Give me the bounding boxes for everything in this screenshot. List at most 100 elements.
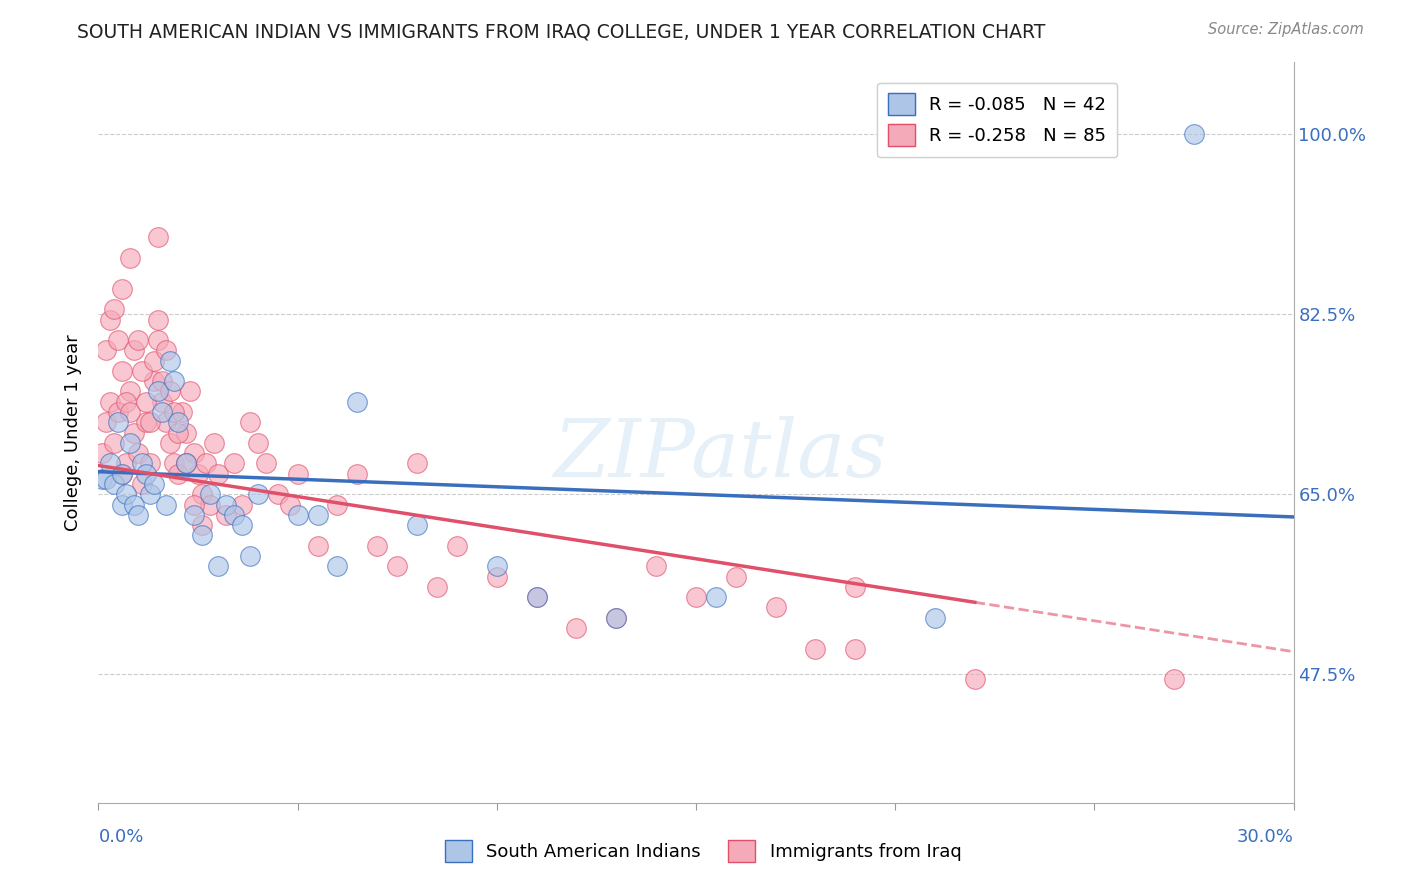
Point xyxy=(124,343,146,358)
Point xyxy=(765,600,787,615)
Point xyxy=(139,457,162,471)
Point xyxy=(183,446,205,460)
Point xyxy=(287,467,309,481)
Point xyxy=(267,487,290,501)
Point xyxy=(183,508,205,522)
Point xyxy=(107,333,129,347)
Point xyxy=(150,374,173,388)
Point xyxy=(143,353,166,368)
Point xyxy=(187,467,209,481)
Point xyxy=(111,282,134,296)
Point xyxy=(526,590,548,604)
Point xyxy=(215,508,238,522)
Point xyxy=(120,436,142,450)
Point xyxy=(246,487,269,501)
Point xyxy=(131,457,153,471)
Text: SOUTH AMERICAN INDIAN VS IMMIGRANTS FROM IRAQ COLLEGE, UNDER 1 YEAR CORRELATION : SOUTH AMERICAN INDIAN VS IMMIGRANTS FROM… xyxy=(77,22,1046,41)
Point xyxy=(239,549,262,563)
Point xyxy=(326,559,349,574)
Y-axis label: College, Under 1 year: College, Under 1 year xyxy=(63,334,82,531)
Point xyxy=(167,467,190,481)
Point xyxy=(1182,128,1205,142)
Point xyxy=(366,539,388,553)
Point xyxy=(143,477,166,491)
Point xyxy=(111,467,134,481)
Point xyxy=(120,384,142,399)
Point xyxy=(191,487,214,501)
Text: 30.0%: 30.0% xyxy=(1237,828,1294,846)
Point xyxy=(167,415,190,429)
Text: Source: ZipAtlas.com: Source: ZipAtlas.com xyxy=(1208,22,1364,37)
Point xyxy=(207,559,229,574)
Point xyxy=(924,610,946,624)
Point xyxy=(91,446,114,460)
Point xyxy=(191,528,214,542)
Point xyxy=(605,610,627,624)
Point xyxy=(115,457,138,471)
Point xyxy=(174,425,197,440)
Point xyxy=(91,472,114,486)
Point xyxy=(150,394,173,409)
Point xyxy=(139,487,162,501)
Point xyxy=(96,472,118,486)
Point xyxy=(202,436,225,450)
Point xyxy=(287,508,309,522)
Point xyxy=(198,487,221,501)
Point xyxy=(239,415,262,429)
Point xyxy=(485,559,508,574)
Point xyxy=(131,477,153,491)
Point xyxy=(222,508,245,522)
Point xyxy=(115,487,138,501)
Point xyxy=(111,364,134,378)
Point xyxy=(278,498,301,512)
Point xyxy=(406,457,429,471)
Point xyxy=(191,518,214,533)
Point xyxy=(183,498,205,512)
Point xyxy=(111,467,134,481)
Point xyxy=(127,333,149,347)
Point xyxy=(254,457,277,471)
Point xyxy=(645,559,668,574)
Point xyxy=(148,384,170,399)
Point xyxy=(159,436,181,450)
Point xyxy=(143,374,166,388)
Point xyxy=(704,590,727,604)
Point xyxy=(131,364,153,378)
Point xyxy=(172,405,194,419)
Point xyxy=(124,498,146,512)
Point xyxy=(111,498,134,512)
Point xyxy=(963,673,986,687)
Point xyxy=(159,384,181,399)
Point xyxy=(150,405,173,419)
Point xyxy=(246,436,269,450)
Point xyxy=(107,415,129,429)
Point xyxy=(207,467,229,481)
Point xyxy=(155,415,177,429)
Point xyxy=(167,425,190,440)
Point xyxy=(526,590,548,604)
Point xyxy=(485,569,508,583)
Point xyxy=(159,353,181,368)
Point xyxy=(148,312,170,326)
Point xyxy=(98,312,122,326)
Point xyxy=(406,518,429,533)
Point xyxy=(155,343,177,358)
Legend: South American Indians, Immigrants from Iraq: South American Indians, Immigrants from … xyxy=(437,833,969,870)
Point xyxy=(231,498,253,512)
Point xyxy=(98,394,122,409)
Legend: R = -0.085   N = 42, R = -0.258   N = 85: R = -0.085 N = 42, R = -0.258 N = 85 xyxy=(877,83,1118,157)
Point xyxy=(446,539,468,553)
Point xyxy=(120,251,142,265)
Point xyxy=(174,457,197,471)
Point xyxy=(326,498,349,512)
Point xyxy=(155,498,177,512)
Point xyxy=(844,580,866,594)
Point xyxy=(96,343,118,358)
Point xyxy=(127,446,149,460)
Point xyxy=(222,457,245,471)
Point xyxy=(307,508,329,522)
Point xyxy=(103,436,125,450)
Point xyxy=(163,374,186,388)
Point xyxy=(103,477,125,491)
Point xyxy=(426,580,449,594)
